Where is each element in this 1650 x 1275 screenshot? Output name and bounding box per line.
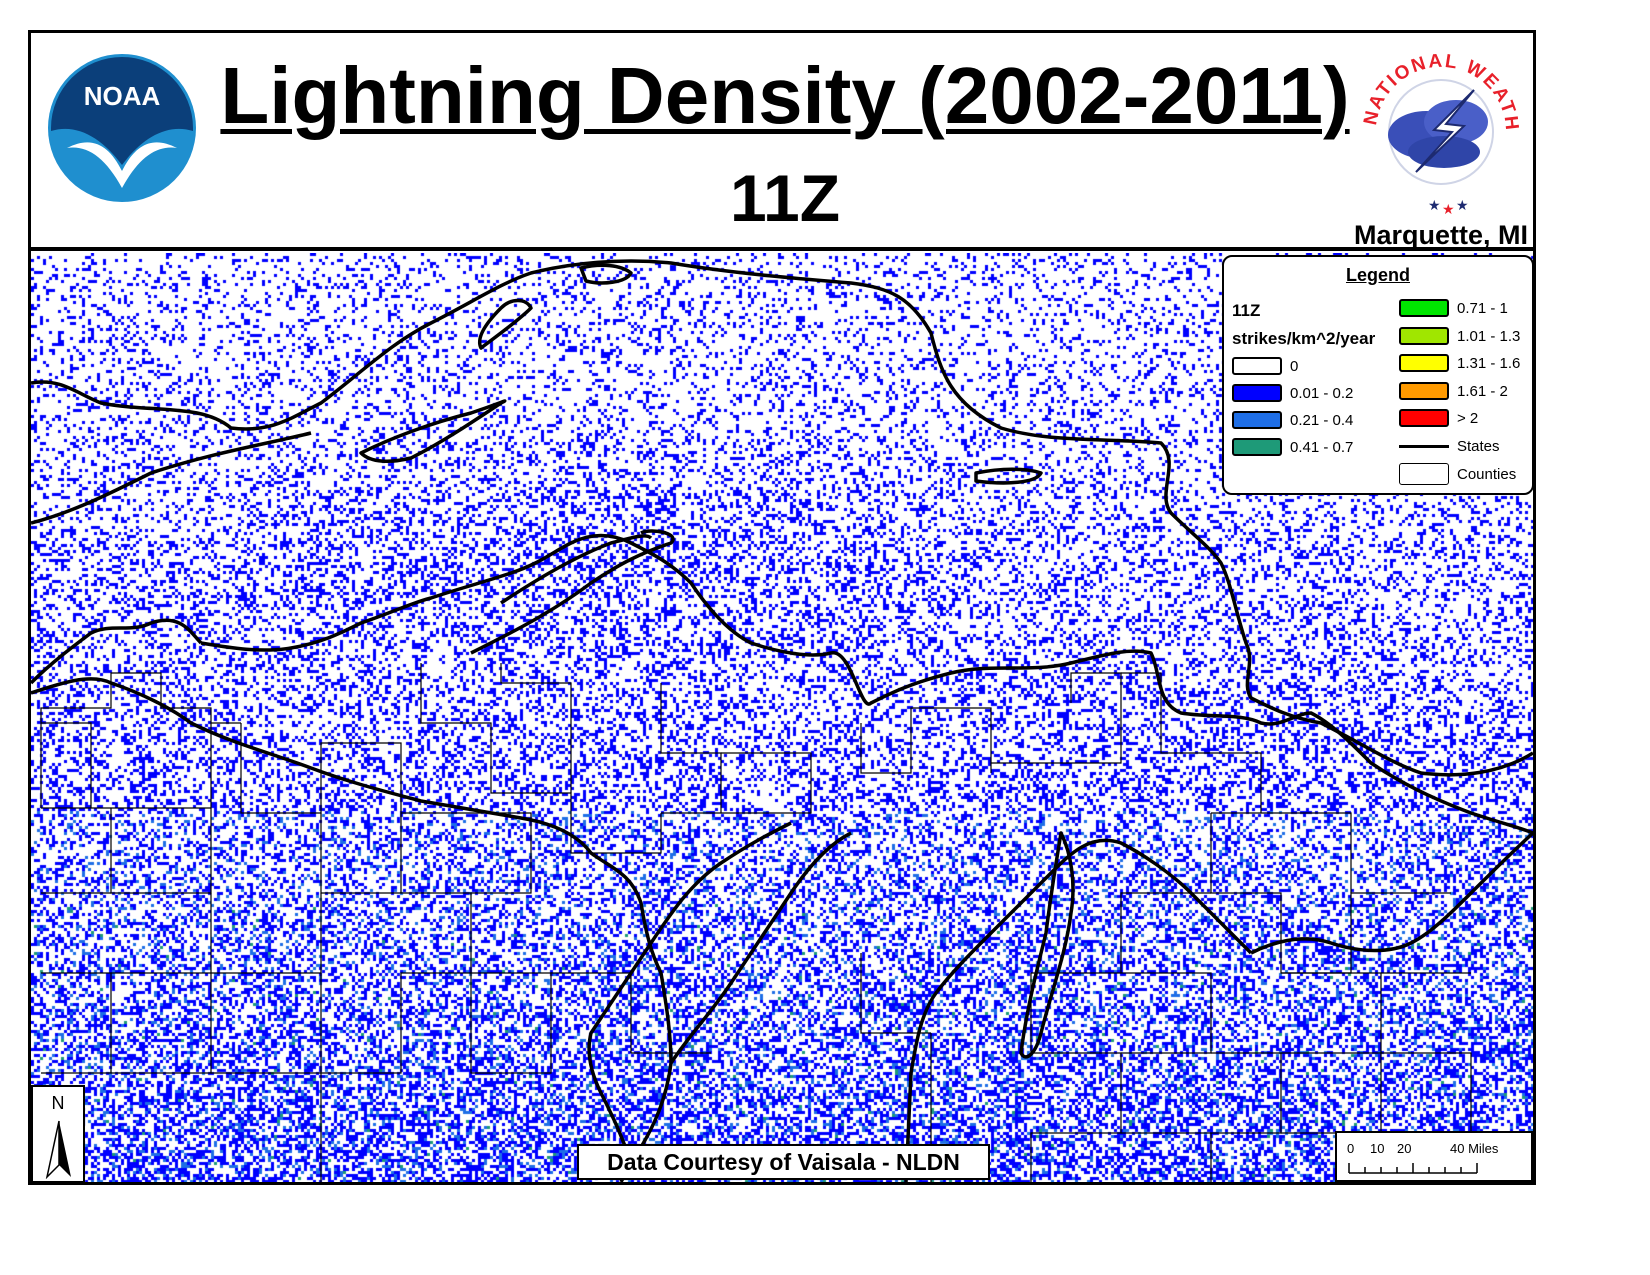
scale-tick-label: 20 [1397,1141,1412,1156]
legend-swatch [1232,357,1282,375]
legend-label: 1.31 - 1.6 [1457,354,1521,372]
map-legend: Legend 11Z strikes/km^2/year 0 0.01 - 0.… [1222,255,1534,495]
legend-hour: 11Z [1232,301,1261,320]
legend-counties-item: Counties [1399,463,1516,485]
svg-text:★: ★ [1442,201,1455,217]
county-swatch [1399,463,1449,485]
north-arrow-icon [45,1120,71,1179]
noaa-logo: NOAA [48,54,196,202]
map-subtitle: 11Z [729,161,841,235]
legend-label: 0.71 - 1 [1457,299,1508,317]
legend-counties-label: Counties [1457,465,1517,483]
map-header [28,30,1536,251]
legend-item: 0.41 - 0.7 [1232,436,1353,458]
nws-logo: NATIONAL WEATHER SERVICE ★ ★ ★ [1356,40,1520,217]
legend-item: 0.21 - 0.4 [1232,409,1353,431]
svg-text:★: ★ [1456,197,1469,213]
legend-item: 1.61 - 2 [1399,380,1508,402]
legend-label: 1.01 - 1.3 [1457,327,1521,345]
legend-item: 1.31 - 1.6 [1399,352,1520,374]
svg-text:★: ★ [1428,197,1441,213]
legend-swatch [1399,327,1449,345]
legend-swatch [1399,382,1449,400]
legend-label: 0.01 - 0.2 [1290,384,1354,402]
scale-tick-label: 0 [1347,1141,1355,1156]
legend-swatch [1399,299,1449,317]
north-label: N [51,1093,65,1113]
legend-label: 0.41 - 0.7 [1290,438,1354,456]
scale-tick-label: 40 Miles [1450,1141,1499,1156]
legend-swatch [1232,384,1282,402]
legend-states-item: States [1399,435,1500,457]
scale-bar: 0 10 20 40 Miles [1335,1131,1533,1182]
map-title: Lightning Density (2002-2011) [220,51,1350,140]
data-credit: Data Courtesy of Vaisala - NLDN [577,1144,990,1180]
state-line-swatch [1399,444,1449,448]
legend-label: 0 [1290,357,1299,375]
legend-item: 0.01 - 0.2 [1232,382,1353,404]
legend-units: strikes/km^2/year [1232,329,1376,348]
legend-label: > 2 [1457,409,1479,427]
county-lines [40,663,1472,1182]
legend-title: Legend [1345,265,1410,285]
boundary-outlines [31,259,1533,1182]
state-lines [31,259,1533,1182]
legend-label: 1.61 - 2 [1457,382,1508,400]
legend-item: 1.01 - 1.3 [1399,325,1520,347]
legend-swatch [1399,354,1449,372]
legend-swatch [1232,438,1282,456]
legend-states-label: States [1457,437,1500,455]
office-label: Marquette, MI [1353,220,1528,250]
scale-bar-ruler [1348,1163,1478,1174]
noaa-logo-text: NOAA [84,81,161,111]
north-arrow: N [31,1085,85,1183]
legend-item: 0 [1232,355,1298,377]
scale-tick-label: 10 [1370,1141,1385,1156]
legend-label: 0.21 - 0.4 [1290,411,1354,429]
legend-swatch [1232,411,1282,429]
legend-item: 0.71 - 1 [1399,297,1508,319]
legend-item: > 2 [1399,407,1478,429]
legend-swatch [1399,409,1449,427]
